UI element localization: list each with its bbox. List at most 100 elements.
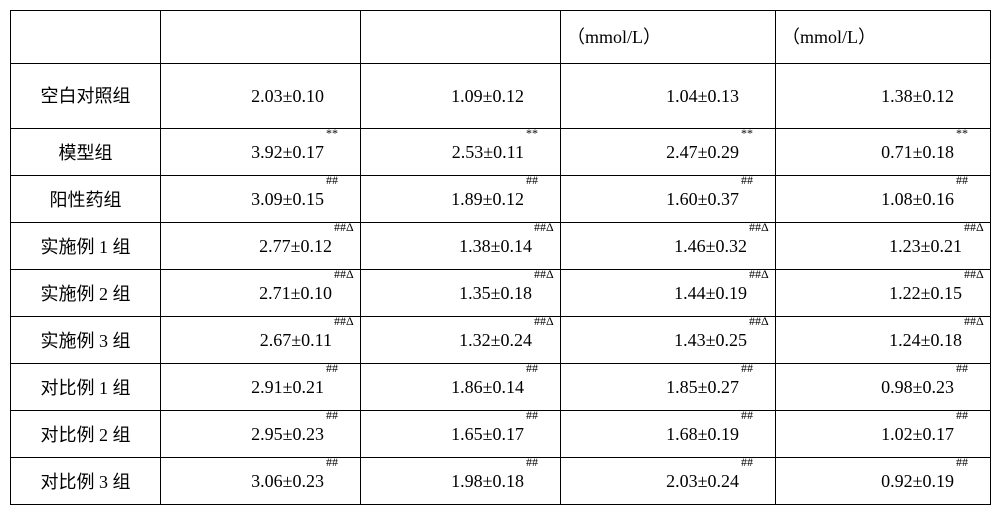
value-cell: 1.98±0.18## <box>361 458 561 505</box>
significance-marker: ## <box>324 456 338 468</box>
significance-marker: ## <box>954 456 968 468</box>
value-text: 1.85±0.27## <box>666 364 739 410</box>
significance-marker: ## <box>524 409 538 421</box>
value-cell: 1.24±0.18##Δ <box>776 317 991 364</box>
table-row: 对比例 3 组3.06±0.23##1.98±0.18##2.03±0.24##… <box>11 458 991 505</box>
table-row: 阳性药组 3.09±0.15## 1.89±0.12## 1.60±0.37## 1.0… <box>11 176 991 223</box>
value-cell: 3.06±0.23## <box>161 458 361 505</box>
value-cell: 3.09±0.15## <box>161 176 361 223</box>
table-row: 空白对照组2.03±0.10 1.09±0.12 1.04±0.13 1.38±0.1… <box>11 64 991 129</box>
value-text: 2.95±0.23## <box>251 411 324 457</box>
significance-marker: ##Δ <box>747 315 769 327</box>
value-cell: 1.60±0.37## <box>561 176 776 223</box>
value-text: 0.71±0.18** <box>881 129 954 175</box>
table-row: 对比例 1 组 2.91±0.21## 1.86±0.14## 1.85±0.27##… <box>11 364 991 411</box>
value-cell: 1.09±0.12 <box>361 64 561 129</box>
value-text: 0.92±0.19## <box>881 458 954 504</box>
row-label: 模型组 <box>11 129 161 176</box>
header-cell-0 <box>11 11 161 64</box>
significance-marker: ## <box>954 174 968 186</box>
value-text: 1.23±0.21##Δ <box>889 223 962 269</box>
value-cell: 1.46±0.32##Δ <box>561 223 776 270</box>
significance-marker: ##Δ <box>532 221 554 233</box>
significance-marker: ## <box>954 409 968 421</box>
value-text: 1.32±0.24##Δ <box>459 317 532 363</box>
value-cell: 1.35±0.18##Δ <box>361 270 561 317</box>
row-label: 阳性药组 <box>11 176 161 223</box>
value-cell: 1.23±0.21##Δ <box>776 223 991 270</box>
value-cell: 2.47±0.29** <box>561 129 776 176</box>
value-cell: 1.08±0.16## <box>776 176 991 223</box>
value-text: 2.77±0.12##Δ <box>259 223 332 269</box>
value-text: 1.60±0.37## <box>666 176 739 222</box>
value-text: 3.06±0.23## <box>251 458 324 504</box>
value-cell: 1.38±0.12 <box>776 64 991 129</box>
significance-marker: ** <box>524 127 538 139</box>
value-text: 1.46±0.32##Δ <box>674 223 747 269</box>
row-label: 对比例 2 组 <box>11 411 161 458</box>
value-text: 1.38±0.14##Δ <box>459 223 532 269</box>
value-text: 3.09±0.15## <box>251 176 324 222</box>
value-text: 0.98±0.23## <box>881 364 954 410</box>
value-cell: 1.86±0.14## <box>361 364 561 411</box>
significance-marker: ## <box>739 456 753 468</box>
value-text: 2.03±0.24## <box>666 458 739 504</box>
significance-marker: ## <box>524 456 538 468</box>
row-label: 对比例 1 组 <box>11 364 161 411</box>
significance-marker: ##Δ <box>747 221 769 233</box>
significance-marker: ##Δ <box>962 221 984 233</box>
value-cell: 1.32±0.24##Δ <box>361 317 561 364</box>
value-cell: 2.53±0.11** <box>361 129 561 176</box>
value-text: 1.65±0.17## <box>451 411 524 457</box>
row-label: 实施例 3 组 <box>11 317 161 364</box>
table-row: 实施例 1 组2.77±0.12##Δ1.38±0.14##Δ1.46±0.32… <box>11 223 991 270</box>
significance-marker: ## <box>954 362 968 374</box>
value-text: 2.71±0.10##Δ <box>259 270 332 316</box>
value-text: 1.86±0.14## <box>451 364 524 410</box>
value-cell: 2.71±0.10##Δ <box>161 270 361 317</box>
value-cell: 2.03±0.10 <box>161 64 361 129</box>
significance-marker: ## <box>739 362 753 374</box>
significance-marker: ** <box>324 127 338 139</box>
value-cell: 1.89±0.12## <box>361 176 561 223</box>
value-cell: 0.98±0.23## <box>776 364 991 411</box>
value-cell: 2.67±0.11##Δ <box>161 317 361 364</box>
value-text: 1.04±0.13 <box>666 73 739 119</box>
value-text: 1.44±0.19##Δ <box>674 270 747 316</box>
table-row: 模型组 3.92±0.17** 2.53±0.11** 2.47±0.29** 0.71… <box>11 129 991 176</box>
value-text: 2.47±0.29** <box>666 129 739 175</box>
value-cell: 1.68±0.19## <box>561 411 776 458</box>
value-cell: 1.85±0.27## <box>561 364 776 411</box>
value-text: 1.09±0.12 <box>451 73 524 119</box>
value-cell: 1.38±0.14##Δ <box>361 223 561 270</box>
significance-marker: ##Δ <box>747 268 769 280</box>
header-cell-2 <box>361 11 561 64</box>
significance-marker: ##Δ <box>962 268 984 280</box>
value-cell: 2.91±0.21## <box>161 364 361 411</box>
significance-marker: ##Δ <box>332 268 354 280</box>
value-text: 1.35±0.18##Δ <box>459 270 532 316</box>
value-text: 1.68±0.19## <box>666 411 739 457</box>
value-text: 1.89±0.12## <box>451 176 524 222</box>
significance-marker: ##Δ <box>532 268 554 280</box>
row-label: 空白对照组 <box>11 64 161 129</box>
significance-marker: ## <box>324 362 338 374</box>
table-row: 实施例 2 组2.71±0.10##Δ1.35±0.18##Δ1.44±0.19… <box>11 270 991 317</box>
significance-marker: ##Δ <box>332 315 354 327</box>
value-text: 3.92±0.17** <box>251 129 324 175</box>
value-text: 2.91±0.21## <box>251 364 324 410</box>
significance-marker: ## <box>324 409 338 421</box>
value-cell: 1.04±0.13 <box>561 64 776 129</box>
table-body: 空白对照组2.03±0.10 1.09±0.12 1.04±0.13 1.38±0.1… <box>11 64 991 505</box>
significance-marker: ## <box>739 174 753 186</box>
significance-marker: ** <box>739 127 753 139</box>
value-text: 1.98±0.18## <box>451 458 524 504</box>
value-cell: 0.92±0.19## <box>776 458 991 505</box>
header-row: （mmol/L） （mmol/L） <box>11 11 991 64</box>
value-cell: 3.92±0.17** <box>161 129 361 176</box>
value-text: 1.02±0.17## <box>881 411 954 457</box>
value-text: 1.22±0.15##Δ <box>889 270 962 316</box>
value-cell: 0.71±0.18** <box>776 129 991 176</box>
significance-marker: ## <box>739 409 753 421</box>
header-cell-4: （mmol/L） <box>776 11 991 64</box>
